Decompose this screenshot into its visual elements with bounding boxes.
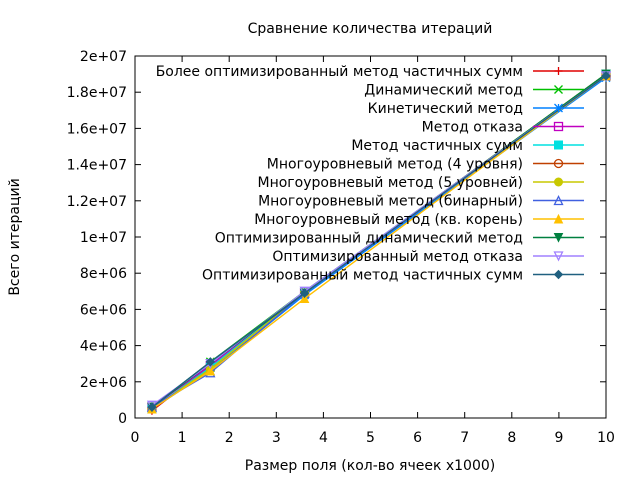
data-point — [553, 158, 564, 169]
y-tick-label: 1.8e+07 — [67, 85, 127, 101]
legend-label: Более оптимизированный метод частичных с… — [156, 64, 523, 80]
data-point — [205, 365, 216, 376]
x-tick-label: 9 — [554, 430, 563, 446]
legend-label: Кинетический метод — [368, 101, 523, 117]
y-tick-label: 8e+06 — [80, 266, 127, 282]
data-point — [299, 288, 310, 298]
legend-entry: Многоуровневый метод (5 уровней) — [258, 175, 584, 191]
x-tick-label: 1 — [178, 430, 187, 446]
x-tick-label: 3 — [272, 430, 281, 446]
data-point — [554, 67, 563, 75]
legend-entry: Оптимизированный метод частичных сумм — [202, 268, 584, 284]
data-point — [553, 121, 564, 132]
data-point — [205, 357, 216, 367]
legend-entry: Метод частичных сумм — [351, 138, 584, 154]
data-point — [299, 293, 310, 304]
x-tick-label: 4 — [319, 430, 328, 446]
legend-entry: Многоуровневый метод (кв. корень) — [254, 212, 584, 228]
y-tick-label: 6e+06 — [80, 302, 127, 318]
data-point — [553, 233, 564, 243]
series-line — [151, 75, 607, 408]
x-axis-label: Размер поля (кол-во ячеек x1000) — [245, 458, 495, 474]
legend-label: Многоуровневый метод (бинарный) — [258, 194, 523, 210]
data-point — [554, 140, 563, 150]
y-tick-label: 2e+07 — [80, 49, 127, 65]
legend-label: Многоуровневый метод (5 уровней) — [258, 175, 524, 191]
x-tick-label: 8 — [507, 430, 516, 446]
y-tick-label: 1.2e+07 — [67, 194, 127, 210]
y-tick-label: 4e+06 — [80, 339, 127, 355]
legend-label: Оптимизированный метод отказа — [272, 249, 523, 265]
x-tick-label: 0 — [131, 430, 140, 446]
data-point — [553, 269, 564, 280]
y-tick-label: 2e+06 — [80, 375, 127, 391]
data-point — [553, 251, 564, 262]
y-tick-label: 1.4e+07 — [67, 158, 127, 174]
chart-title: Сравнение количества итераций — [248, 21, 493, 37]
x-tick-label: 6 — [413, 430, 422, 446]
data-point — [553, 213, 564, 224]
axis-ticks: 0 1 2 3 4 5 6 7 8 9 10 0 2e+06 4e+06 6e+06 8e+06 1e+07 1.… — [67, 49, 615, 446]
legend-label: Оптимизированный динамический метод — [215, 231, 523, 247]
legend-entry: Многоуровневый метод (бинарный) — [258, 194, 584, 210]
series — [147, 71, 611, 412]
data-point — [601, 71, 611, 81]
data-point — [554, 85, 563, 94]
y-axis-label: Всего итераций — [7, 178, 23, 295]
legend-entry: Динамический метод — [364, 83, 584, 99]
x-tick-label: 2 — [225, 430, 234, 446]
legend-entry: Более оптимизированный метод частичных с… — [156, 64, 584, 80]
legend-label: Многоуровневый метод (4 уровня) — [267, 157, 523, 173]
series-line — [151, 75, 607, 410]
x-tick-label: 7 — [460, 430, 469, 446]
legend-entry: Кинетический метод — [368, 101, 584, 117]
data-point — [554, 177, 563, 187]
data-point — [554, 103, 563, 113]
legend-label: Многоуровневый метод (кв. корень) — [254, 212, 523, 228]
data-point — [553, 195, 564, 206]
y-tick-label: 1e+07 — [80, 230, 127, 246]
legend-label: Метод частичных сумм — [351, 138, 523, 154]
legend: Более оптимизированный метод частичных с… — [156, 64, 584, 284]
legend-label: Метод отказа — [422, 120, 523, 136]
x-tick-label: 10 — [597, 430, 615, 446]
legend-entry: Многоуровневый метод (4 уровня) — [267, 157, 584, 173]
series-layer — [146, 69, 612, 415]
y-tick-label: 0 — [118, 411, 127, 427]
legend-label: Динамический метод — [364, 83, 523, 99]
legend-label: Оптимизированный метод частичных сумм — [202, 268, 523, 284]
x-tick-label: 5 — [366, 430, 375, 446]
y-tick-label: 1.6e+07 — [67, 121, 127, 137]
legend-entry: Метод отказа — [422, 120, 584, 136]
legend-entry: Оптимизированный динамический метод — [215, 231, 584, 247]
data-point — [147, 402, 157, 412]
legend-entry: Оптимизированный метод отказа — [272, 249, 584, 265]
